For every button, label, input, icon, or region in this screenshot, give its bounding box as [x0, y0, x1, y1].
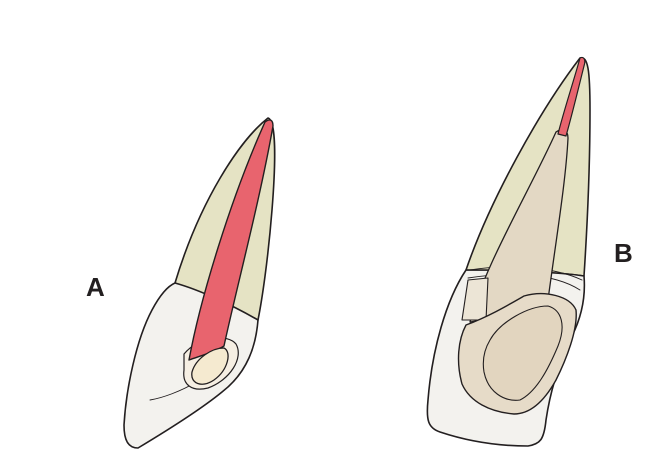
- tooth-b-core-inner: [482, 305, 563, 401]
- tooth-a-access-cavity: [191, 347, 229, 385]
- tooth-a: [123, 117, 276, 449]
- label-b: B: [614, 238, 633, 268]
- label-a: A: [86, 272, 105, 302]
- tooth-b: [426, 56, 591, 447]
- tooth-a-pulp-canal: [188, 119, 274, 361]
- tooth-b-pulp-canal: [557, 56, 586, 137]
